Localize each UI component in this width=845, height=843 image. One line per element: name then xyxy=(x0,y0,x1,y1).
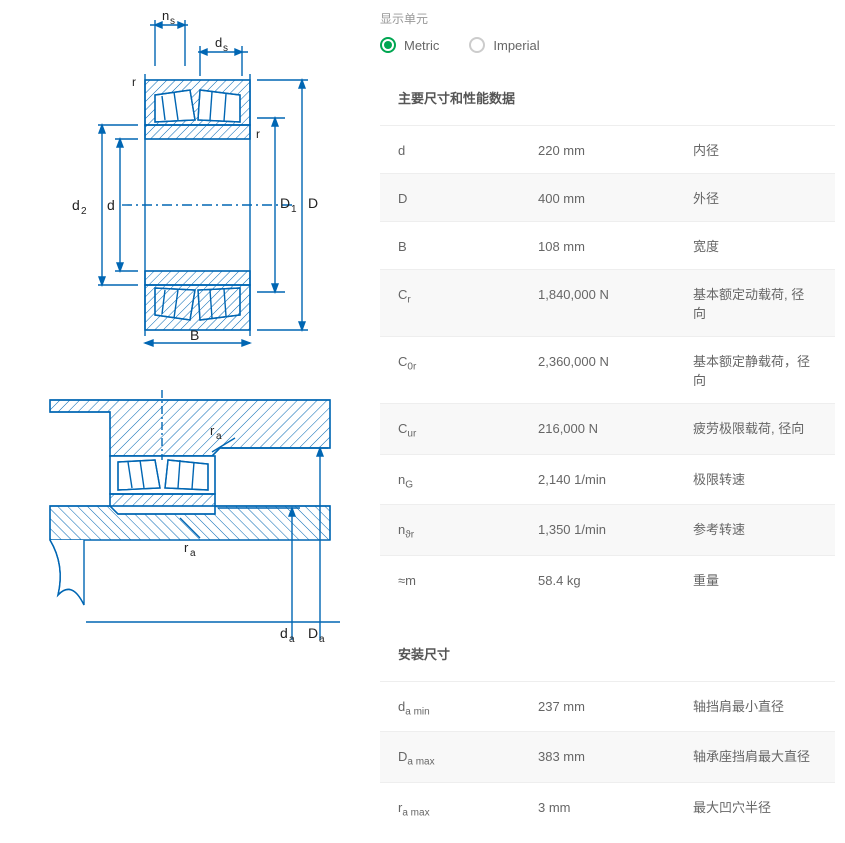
symbol-cell: nϑr xyxy=(398,522,538,541)
data-panel: 显示单元 Metric Imperial 主要尺寸和性能数据 d220 mm内径… xyxy=(370,10,835,833)
symbol-cell: d xyxy=(398,143,538,158)
radio-label: Metric xyxy=(404,38,439,53)
svg-text:a: a xyxy=(216,431,222,442)
value-cell: 108 mm xyxy=(538,239,693,254)
table-row: D400 mm外径 xyxy=(380,173,835,221)
svg-text:B: B xyxy=(190,327,199,343)
svg-text:r: r xyxy=(184,540,189,555)
symbol-cell: ≈m xyxy=(398,573,538,588)
svg-text:D: D xyxy=(280,195,290,211)
symbol-cell: Cr xyxy=(398,287,538,306)
unit-radio-metric[interactable]: Metric xyxy=(380,37,439,53)
svg-text:D: D xyxy=(308,195,318,211)
value-cell: 58.4 kg xyxy=(538,573,693,588)
table-row: ra max3 mm最大凹穴半径 xyxy=(380,782,835,833)
section-title-main: 主要尺寸和性能数据 xyxy=(398,88,835,117)
svg-text:d: d xyxy=(107,197,115,213)
diagrams-column: ns ds xyxy=(10,10,370,833)
table-row: B108 mm宽度 xyxy=(380,221,835,269)
value-cell: 2,360,000 N xyxy=(538,354,693,369)
table-row: C0r2,360,000 N基本额定静载荷，径向 xyxy=(380,336,835,403)
svg-text:1: 1 xyxy=(291,204,297,215)
table-row: da min237 mm轴挡肩最小直径 xyxy=(380,681,835,732)
unit-radio-group: Metric Imperial xyxy=(380,37,835,53)
symbol-cell: da min xyxy=(398,699,538,718)
description-cell: 极限转速 xyxy=(693,469,817,488)
table-row: nG2,140 1/min极限转速 xyxy=(380,454,835,505)
description-cell: 基本额定静载荷，径向 xyxy=(693,351,817,389)
description-cell: 基本额定动载荷, 径向 xyxy=(693,284,817,322)
table-row: nϑr1,350 1/min参考转速 xyxy=(380,504,835,555)
description-cell: 轴承座挡肩最大直径 xyxy=(693,746,817,765)
description-cell: 外径 xyxy=(693,188,817,207)
value-cell: 3 mm xyxy=(538,800,693,815)
symbol-cell: ra max xyxy=(398,800,538,819)
description-cell: 重量 xyxy=(693,570,817,589)
svg-text:d: d xyxy=(72,197,80,213)
description-cell: 内径 xyxy=(693,140,817,159)
table-row: d220 mm内径 xyxy=(380,125,835,173)
radio-icon xyxy=(380,37,396,53)
table-row: ≈m58.4 kg重量 xyxy=(380,555,835,603)
section-title-mounting: 安装尺寸 xyxy=(398,644,835,673)
mounting-diagram: ra ra da Da xyxy=(10,390,370,650)
svg-text:a: a xyxy=(289,634,295,645)
symbol-cell: B xyxy=(398,239,538,254)
value-cell: 383 mm xyxy=(538,749,693,764)
bearing-cross-section-diagram: ns ds xyxy=(10,10,370,350)
svg-text:d: d xyxy=(215,35,222,50)
value-cell: 220 mm xyxy=(538,143,693,158)
description-cell: 宽度 xyxy=(693,236,817,255)
svg-text:r: r xyxy=(210,423,215,438)
value-cell: 216,000 N xyxy=(538,421,693,436)
symbol-cell: Da max xyxy=(398,749,538,768)
svg-text:D: D xyxy=(308,625,318,641)
symbol-cell: Cur xyxy=(398,421,538,440)
description-cell: 最大凹穴半径 xyxy=(693,797,817,816)
symbol-cell: nG xyxy=(398,472,538,491)
radio-icon xyxy=(469,37,485,53)
svg-text:r: r xyxy=(256,127,260,141)
description-cell: 参考转速 xyxy=(693,519,817,538)
svg-text:s: s xyxy=(170,16,175,27)
mounting-dimensions-table: da min237 mm轴挡肩最小直径Da max383 mm轴承座挡肩最大直径… xyxy=(380,681,835,833)
value-cell: 237 mm xyxy=(538,699,693,714)
symbol-cell: C0r xyxy=(398,354,538,373)
svg-text:2: 2 xyxy=(81,206,87,217)
svg-text:d: d xyxy=(280,625,288,641)
main-dimensions-table: d220 mm内径D400 mm外径B108 mm宽度Cr1,840,000 N… xyxy=(380,125,835,603)
table-row: Cur216,000 N疲劳极限载荷, 径向 xyxy=(380,403,835,454)
symbol-cell: D xyxy=(398,191,538,206)
table-row: Cr1,840,000 N基本额定动载荷, 径向 xyxy=(380,269,835,336)
unit-radio-imperial[interactable]: Imperial xyxy=(469,37,539,53)
unit-selector-label: 显示单元 xyxy=(380,10,835,27)
value-cell: 400 mm xyxy=(538,191,693,206)
svg-text:s: s xyxy=(223,43,228,54)
value-cell: 2,140 1/min xyxy=(538,472,693,487)
description-cell: 疲劳极限载荷, 径向 xyxy=(693,418,817,437)
description-cell: 轴挡肩最小直径 xyxy=(693,696,817,715)
svg-text:a: a xyxy=(319,634,325,645)
table-row: Da max383 mm轴承座挡肩最大直径 xyxy=(380,731,835,782)
svg-text:n: n xyxy=(162,10,169,23)
svg-text:r: r xyxy=(132,75,136,89)
radio-label: Imperial xyxy=(493,38,539,53)
svg-text:a: a xyxy=(190,548,196,559)
value-cell: 1,840,000 N xyxy=(538,287,693,302)
value-cell: 1,350 1/min xyxy=(538,522,693,537)
